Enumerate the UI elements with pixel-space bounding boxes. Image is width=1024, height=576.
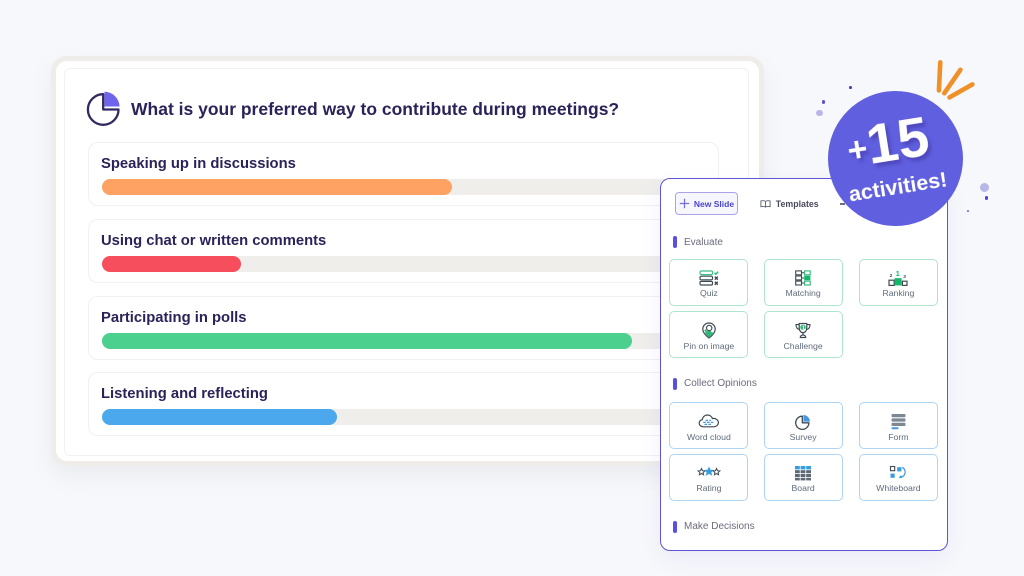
svg-text:1: 1 (802, 326, 806, 332)
svg-text:1: 1 (896, 270, 900, 278)
svg-text:2: 2 (890, 273, 893, 279)
svg-text:3: 3 (904, 274, 907, 280)
